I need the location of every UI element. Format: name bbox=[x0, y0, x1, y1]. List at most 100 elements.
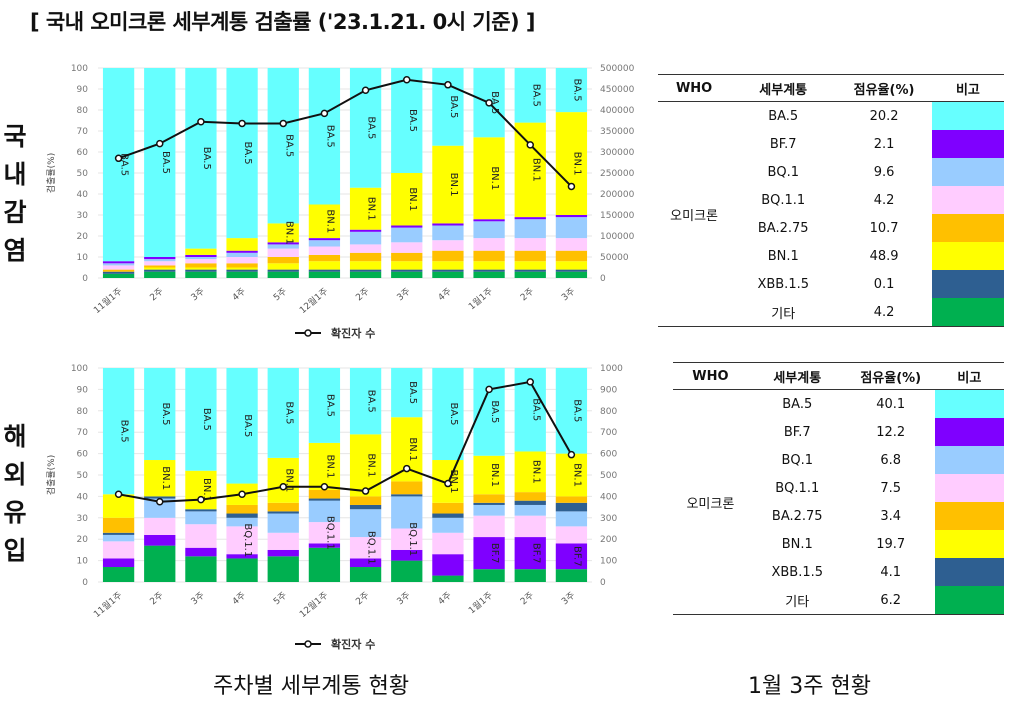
bar-segment bbox=[555, 569, 588, 582]
lineage-cell: BQ.1.1 bbox=[775, 480, 820, 496]
bar-segment bbox=[102, 269, 135, 272]
share-cell: 2.1 bbox=[873, 136, 895, 152]
bar-segment bbox=[267, 532, 299, 550]
line-point bbox=[361, 487, 370, 495]
bar-segment bbox=[555, 368, 588, 454]
bar-data-label: BN.1 bbox=[530, 460, 541, 484]
bar-segment bbox=[144, 368, 176, 461]
bar-segment bbox=[102, 263, 135, 266]
bar-data-label: BF.7 bbox=[571, 546, 582, 567]
bar-segment bbox=[185, 248, 217, 255]
bar-segment bbox=[349, 269, 382, 272]
y2-tick-label: 600 bbox=[600, 450, 617, 460]
bar-data-label: BQ.1.1 bbox=[366, 531, 377, 565]
bar-data-label: BN.1 bbox=[530, 158, 541, 182]
color-swatch bbox=[931, 298, 1004, 327]
bar-segment bbox=[514, 219, 546, 239]
bar-segment bbox=[391, 496, 423, 529]
y2-tick-label: 0 bbox=[600, 578, 606, 588]
color-swatch bbox=[934, 558, 1004, 586]
line-point bbox=[567, 182, 576, 191]
table-row: BN.1 19.7 bbox=[673, 530, 1004, 558]
bar-segment bbox=[391, 560, 423, 582]
bar-segment bbox=[144, 269, 176, 272]
bar-data-label: BA.5 bbox=[530, 84, 541, 107]
y2-tick-label: 700 bbox=[600, 428, 617, 438]
bar-segment bbox=[349, 537, 382, 559]
y-tick-label: 30 bbox=[77, 211, 89, 221]
chart-overseas: 0102030405060708090100010020030040050060… bbox=[45, 364, 623, 651]
legend-marker bbox=[304, 640, 312, 648]
bar-segment bbox=[102, 271, 135, 274]
x-tick-label: 3주 bbox=[560, 590, 578, 607]
lineage-cell: BF.7 bbox=[783, 424, 811, 440]
share-cell: 20.2 bbox=[869, 108, 899, 124]
side-label-overseas: 해외유입 bbox=[2, 418, 30, 570]
bar-segment bbox=[144, 267, 176, 270]
bar-data-label: BQ.1.1 bbox=[242, 523, 253, 557]
bar-segment bbox=[555, 238, 588, 251]
x-tick-label: 3주 bbox=[189, 286, 207, 303]
y-tick-label: 20 bbox=[77, 232, 89, 242]
bar-data-label: BN.1 bbox=[283, 468, 294, 492]
bar-segment bbox=[473, 250, 505, 262]
bar-segment bbox=[391, 368, 423, 418]
x-tick-label: 3주 bbox=[560, 286, 578, 303]
bar-segment bbox=[473, 537, 505, 570]
x-tick-label: 1월1주 bbox=[466, 589, 495, 616]
bar-segment bbox=[267, 271, 299, 278]
legend-label: 확진자 수 bbox=[331, 326, 375, 340]
y2-tick-label: 300 bbox=[600, 514, 617, 524]
bar-segment bbox=[391, 242, 423, 253]
share-cell: 4.2 bbox=[873, 304, 895, 320]
bar-segment bbox=[432, 517, 464, 533]
bar-segment bbox=[102, 558, 135, 568]
y-tick-label: 70 bbox=[77, 428, 89, 438]
lineage-cell: BN.1 bbox=[781, 536, 813, 552]
bar-segment bbox=[555, 496, 588, 503]
bar-segment bbox=[555, 215, 588, 218]
share-cell: 19.7 bbox=[876, 536, 906, 552]
bar-segment bbox=[185, 259, 217, 264]
x-tick-label: 2주 bbox=[354, 286, 372, 303]
bar-segment bbox=[144, 271, 176, 278]
bar-segment bbox=[349, 504, 382, 510]
bar-segment bbox=[514, 492, 546, 501]
table-row: BA.2.75 10.7 bbox=[658, 214, 1004, 242]
bar-segment bbox=[432, 269, 464, 272]
table-header-cell: 세부계통 bbox=[759, 82, 808, 98]
bar-segment bbox=[226, 368, 258, 484]
bar-segment bbox=[349, 271, 382, 278]
who-cell: 오미크론 bbox=[670, 208, 718, 224]
legend-label: 확진자 수 bbox=[331, 637, 375, 651]
table-header-cell: 점유율(%) bbox=[853, 82, 915, 98]
bar-segment bbox=[349, 187, 382, 230]
bar-data-label: BA.5 bbox=[407, 381, 418, 404]
bar-segment bbox=[226, 504, 258, 514]
table-row: 오미크론 BA.5 20.2 bbox=[658, 101, 1004, 224]
bar-segment bbox=[267, 549, 299, 557]
bar-data-label: BN.1 bbox=[407, 437, 418, 461]
bar-segment bbox=[555, 271, 588, 278]
y2-tick-label: 0 bbox=[600, 274, 606, 284]
bar-segment bbox=[514, 569, 546, 582]
bar-data-label: BA.5 bbox=[530, 398, 541, 421]
table-row: BQ.1.1 4.2 bbox=[658, 186, 1004, 214]
bar-segment bbox=[391, 227, 423, 243]
bar-segment bbox=[267, 263, 299, 270]
color-swatch bbox=[934, 446, 1004, 474]
bar-segment bbox=[226, 263, 258, 268]
y-tick-label: 100 bbox=[71, 364, 88, 374]
bar-segment bbox=[473, 504, 505, 516]
y2-tick-label: 900 bbox=[600, 385, 617, 395]
x-tick-label: 3주 bbox=[189, 590, 207, 607]
x-tick-label: 3주 bbox=[395, 590, 413, 607]
bar-segment bbox=[308, 269, 341, 272]
table-row: BQ.1 6.8 bbox=[673, 446, 1004, 474]
share-cell: 10.7 bbox=[869, 220, 899, 236]
line-point bbox=[279, 483, 287, 491]
line-point bbox=[197, 118, 205, 126]
bar-data-label: BA.5 bbox=[283, 134, 294, 157]
y2-tick-label: 200000 bbox=[600, 190, 635, 200]
share-cell: 3.4 bbox=[880, 508, 902, 524]
